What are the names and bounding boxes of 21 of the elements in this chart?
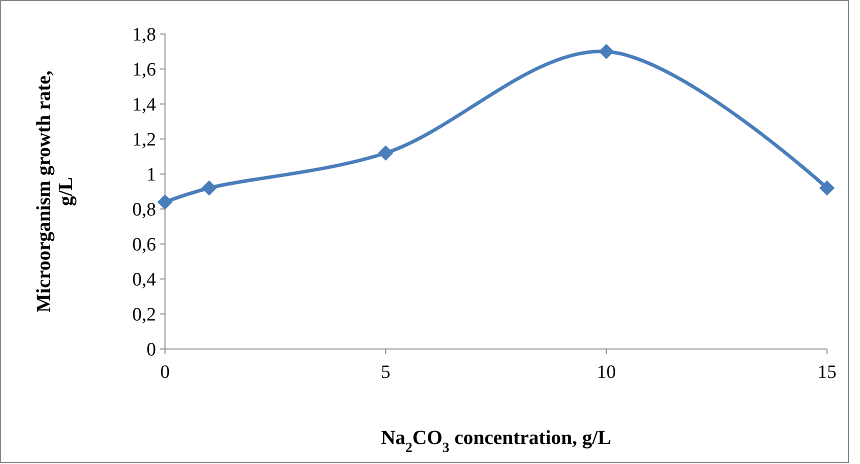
point <box>378 145 394 161</box>
x-tick-label: 15 <box>818 362 836 383</box>
x-axis-title: Na$_{2}$CO$_{3}$ concentration, g/L <box>380 427 612 456</box>
y-tick-label: 1 <box>146 164 156 186</box>
point <box>598 44 614 60</box>
y-tick-label: 0 <box>146 340 156 361</box>
x-tick-label: 10 <box>596 362 616 383</box>
y-tick-label: 0,6 <box>132 234 156 256</box>
y-tick-label: 1,8 <box>132 24 156 46</box>
y-tick-label: 1,6 <box>132 60 156 81</box>
y-tick-label: 0,8 <box>132 200 156 221</box>
point <box>201 180 217 196</box>
y-tick-label: 0,4 <box>132 270 156 291</box>
y-axis-title: Microorganism growth rate, g/L <box>33 70 77 312</box>
y-tick-label: 1,4 <box>132 94 156 116</box>
point <box>819 180 835 196</box>
y-tick-label: 0,2 <box>132 304 156 326</box>
x-tick-label: 0 <box>160 362 170 383</box>
x-tick-label: 5 <box>380 362 390 383</box>
point <box>157 194 173 210</box>
y-tick-label: 1,2 <box>132 130 156 151</box>
